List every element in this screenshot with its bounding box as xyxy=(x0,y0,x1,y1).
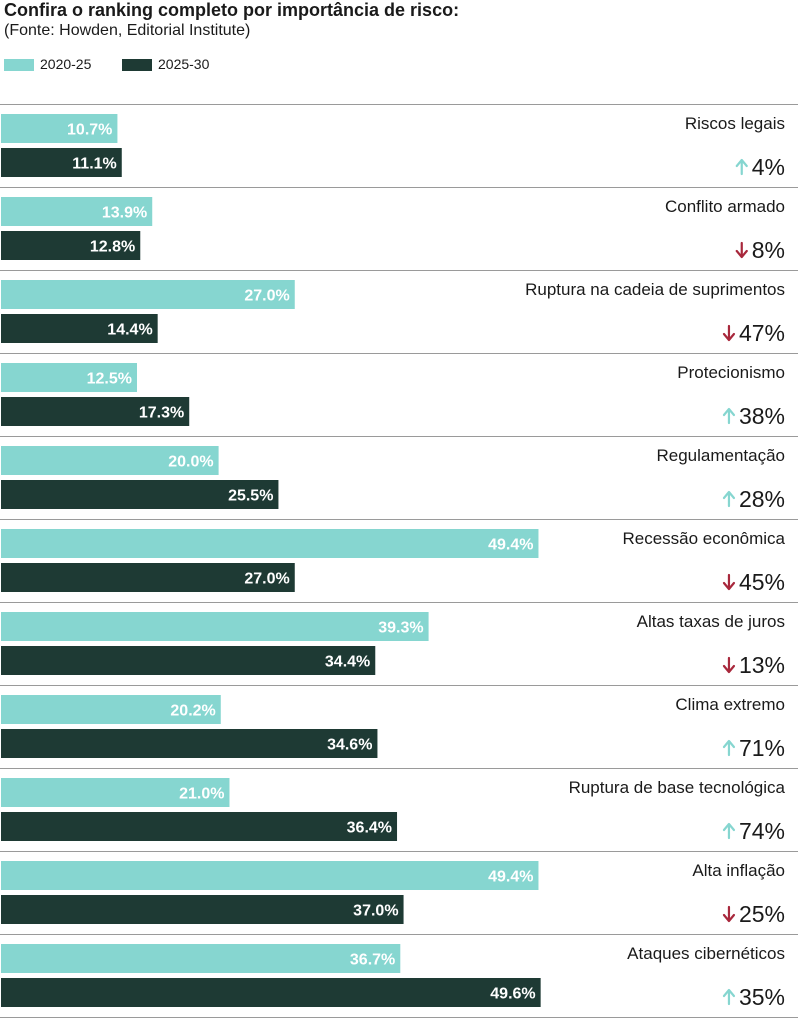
bar-2020-25-alta-inflacao xyxy=(1,861,539,890)
change-value-ruptura-de-base-tecnologica: 74% xyxy=(739,818,785,844)
arrow-up-icon xyxy=(722,490,736,508)
arrow-up-icon xyxy=(722,739,736,757)
arrow-down-icon xyxy=(735,241,748,259)
category-label-ruptura-de-base-tecnologica: Ruptura de base tecnológica xyxy=(569,778,786,797)
bar-2025-30-regulamentacao xyxy=(1,480,279,509)
legend-swatch-2020-25 xyxy=(4,59,34,71)
change-value-riscos-legais: 4% xyxy=(752,154,785,180)
bar-2020-25-recessao-economica xyxy=(1,529,539,558)
bar-label-2025-30-recessao-economica: 27.0% xyxy=(244,571,289,588)
bar-2020-25-ruptura-na-cadeia-de-suprimentos xyxy=(1,280,295,309)
bar-2020-25-ataques-ciberneticos xyxy=(1,944,401,973)
change-value-conflito-armado: 8% xyxy=(752,237,785,263)
arrow-up-icon xyxy=(722,988,736,1006)
bar-2025-30-protecionismo xyxy=(1,397,190,426)
bar-2025-30-ruptura-na-cadeia-de-suprimentos xyxy=(1,314,158,343)
category-label-ruptura-na-cadeia-de-suprimentos: Ruptura na cadeia de suprimentos xyxy=(525,280,785,299)
category-label-clima-extremo: Clima extremo xyxy=(675,695,785,714)
bar-2020-25-conflito-armado xyxy=(1,197,153,226)
arrow-up-icon xyxy=(735,158,748,176)
bar-label-2020-25-alta-inflacao: 49.4% xyxy=(488,869,533,886)
bar-label-2025-30-altas-taxas-de-juros: 34.4% xyxy=(325,654,370,671)
arrow-down-icon xyxy=(722,573,736,591)
bar-2025-30-altas-taxas-de-juros xyxy=(1,646,376,675)
legend-label-2025-30: 2025-30 xyxy=(158,56,210,72)
category-label-altas-taxas-de-juros: Altas taxas de juros xyxy=(637,612,785,631)
bar-2025-30-riscos-legais xyxy=(1,148,122,177)
bar-2020-25-protecionismo xyxy=(1,363,137,392)
bar-label-2020-25-protecionismo: 12.5% xyxy=(87,371,132,388)
change-value-alta-inflacao: 25% xyxy=(739,901,785,927)
arrow-down-icon xyxy=(722,905,736,923)
bar-label-2020-25-clima-extremo: 20.2% xyxy=(170,703,215,720)
arrow-up-icon xyxy=(722,407,736,425)
change-value-protecionismo: 38% xyxy=(739,403,785,429)
bar-label-2020-25-altas-taxas-de-juros: 39.3% xyxy=(378,620,423,637)
arrow-down-icon xyxy=(722,656,736,674)
chart-source: (Fonte: Howden, Editorial Institute) xyxy=(4,22,251,39)
bar-2025-30-ataques-ciberneticos xyxy=(1,978,541,1007)
arrow-up-icon xyxy=(722,822,736,840)
change-value-clima-extremo: 71% xyxy=(739,735,785,761)
bar-2025-30-recessao-economica xyxy=(1,563,295,592)
bar-label-2020-25-ruptura-na-cadeia-de-suprimentos: 27.0% xyxy=(244,288,289,305)
bar-2020-25-clima-extremo xyxy=(1,695,221,724)
change-value-regulamentacao: 28% xyxy=(739,486,785,512)
bar-2020-25-ruptura-de-base-tecnologica xyxy=(1,778,230,807)
bar-label-2025-30-conflito-armado: 12.8% xyxy=(90,239,135,256)
bar-label-2025-30-ruptura-na-cadeia-de-suprimentos: 14.4% xyxy=(107,322,152,339)
change-value-recessao-economica: 45% xyxy=(739,569,785,595)
bar-label-2025-30-ataques-ciberneticos: 49.6% xyxy=(490,986,535,1003)
bar-2020-25-riscos-legais xyxy=(1,114,118,143)
change-value-ataques-ciberneticos: 35% xyxy=(739,984,785,1010)
bar-label-2020-25-ruptura-de-base-tecnologica: 21.0% xyxy=(179,786,224,803)
bar-label-2020-25-conflito-armado: 13.9% xyxy=(102,205,147,222)
arrow-down-icon xyxy=(722,324,736,342)
category-label-recessao-economica: Recessão econômica xyxy=(622,529,785,548)
bar-label-2025-30-riscos-legais: 11.1% xyxy=(72,156,116,173)
bar-label-2025-30-regulamentacao: 25.5% xyxy=(228,488,273,505)
bar-2025-30-clima-extremo xyxy=(1,729,378,758)
legend-label-2020-25: 2020-25 xyxy=(40,56,92,72)
change-value-altas-taxas-de-juros: 13% xyxy=(739,652,785,678)
bar-label-2020-25-regulamentacao: 20.0% xyxy=(168,454,213,471)
category-label-conflito-armado: Conflito armado xyxy=(665,197,785,216)
bar-label-2025-30-protecionismo: 17.3% xyxy=(139,405,184,422)
bar-label-2020-25-ataques-ciberneticos: 36.7% xyxy=(350,952,395,969)
bar-label-2025-30-ruptura-de-base-tecnologica: 36.4% xyxy=(347,820,392,837)
change-value-ruptura-na-cadeia-de-suprimentos: 47% xyxy=(739,320,785,346)
category-label-regulamentacao: Regulamentação xyxy=(656,446,785,465)
chart-title: Confira o ranking completo por importânc… xyxy=(4,0,460,20)
category-label-alta-inflacao: Alta inflação xyxy=(692,861,785,880)
bar-2020-25-regulamentacao xyxy=(1,446,219,475)
bar-label-2025-30-clima-extremo: 34.6% xyxy=(327,737,372,754)
bar-2020-25-altas-taxas-de-juros xyxy=(1,612,429,641)
bar-label-2020-25-recessao-economica: 49.4% xyxy=(488,537,533,554)
bar-2025-30-alta-inflacao xyxy=(1,895,404,924)
legend-swatch-2025-30 xyxy=(122,59,152,71)
bar-label-2020-25-riscos-legais: 10.7% xyxy=(67,122,112,139)
bar-2025-30-ruptura-de-base-tecnologica xyxy=(1,812,398,841)
bar-2025-30-conflito-armado xyxy=(1,231,141,260)
bar-label-2025-30-alta-inflacao: 37.0% xyxy=(353,903,398,920)
category-label-riscos-legais: Riscos legais xyxy=(685,114,785,133)
category-label-protecionismo: Protecionismo xyxy=(677,363,785,382)
category-label-ataques-ciberneticos: Ataques cibernéticos xyxy=(627,944,785,963)
